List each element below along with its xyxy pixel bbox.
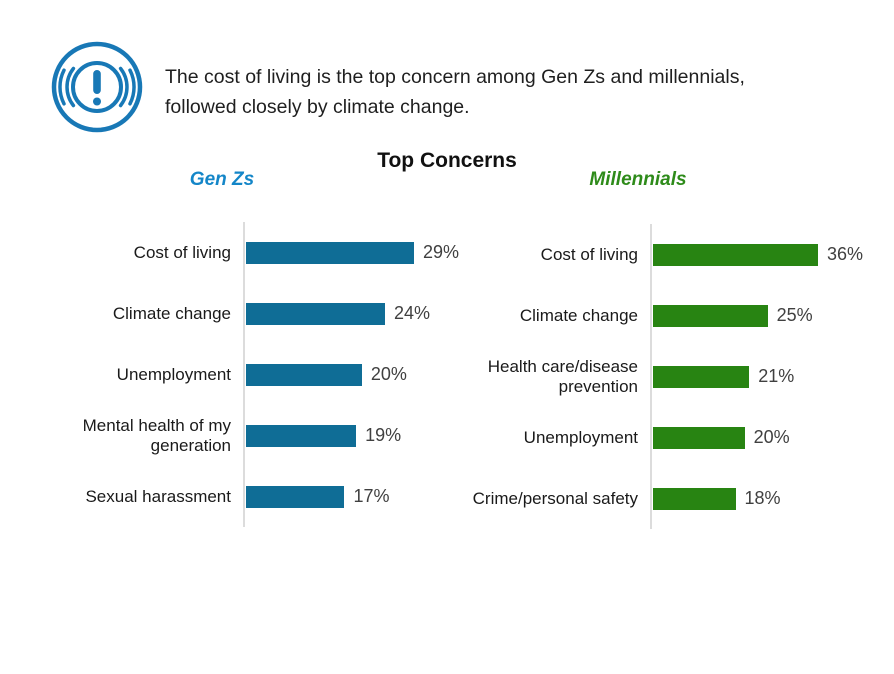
- bar: [246, 302, 386, 325]
- millennials-subtitle: Millennials: [589, 169, 687, 190]
- chart-row: Mental health of my generation 19%: [56, 405, 459, 466]
- genz-subtitle: Gen Zs: [189, 169, 255, 190]
- alert-circle-icon-svg: [51, 41, 143, 133]
- category-label: Climate change: [519, 305, 638, 325]
- genz-bar-chart: Cost of living 29% Climate change 24% Unempl…: [56, 222, 459, 527]
- millennials-bar-chart: Cost of living 36% Climate change 25% Health…: [446, 224, 863, 529]
- bar-area: 17%: [243, 466, 390, 527]
- value-label: 25%: [776, 305, 813, 325]
- chart-row: Climate change 25%: [446, 285, 863, 346]
- bar-area: 29%: [243, 222, 459, 283]
- chart-row: Unemployment 20%: [446, 407, 863, 468]
- value-label: 36%: [827, 244, 864, 264]
- bar: [653, 426, 745, 449]
- value-label: 19%: [365, 425, 402, 445]
- bar: [246, 363, 362, 386]
- bar-area: 20%: [243, 344, 407, 405]
- bar-area: 25%: [650, 285, 813, 346]
- value-label: 18%: [744, 488, 781, 508]
- chart-row: Cost of living 36%: [446, 224, 863, 285]
- bar-area: 19%: [243, 405, 401, 466]
- bar: [653, 487, 736, 510]
- bar: [246, 241, 414, 264]
- bar-area: 36%: [650, 224, 863, 285]
- value-label: 20%: [753, 427, 790, 447]
- value-label: 29%: [423, 242, 460, 262]
- category-label: Mental health of my generation: [82, 415, 231, 455]
- bar: [653, 243, 818, 266]
- category-label: Cost of living: [133, 242, 231, 262]
- bar: [653, 304, 768, 327]
- category-label: Unemployment: [523, 427, 638, 447]
- bar: [246, 485, 345, 508]
- chart-row: Unemployment 20%: [56, 344, 459, 405]
- category-label: Health care/disease prevention: [487, 356, 638, 396]
- value-label: 24%: [394, 303, 431, 323]
- value-label: 20%: [370, 364, 407, 384]
- chart-title: Top Concerns: [377, 149, 517, 173]
- bar-area: 18%: [650, 468, 781, 529]
- chart-row: Sexual harassment 17%: [56, 466, 459, 527]
- bar-area: 21%: [650, 346, 794, 407]
- value-label: 17%: [353, 486, 390, 506]
- summary-text: The cost of living is the top concern am…: [165, 65, 745, 118]
- bar: [246, 424, 357, 447]
- chart-row: Climate change 24%: [56, 283, 459, 344]
- value-label: 21%: [758, 366, 795, 386]
- chart-row: Cost of living 29%: [56, 222, 459, 283]
- category-label: Crime/personal safety: [472, 488, 638, 508]
- chart-row: Crime/personal safety 18%: [446, 468, 863, 529]
- category-label: Cost of living: [540, 244, 638, 264]
- alert-circle-icon: [49, 39, 145, 135]
- category-label: Unemployment: [116, 364, 231, 384]
- category-label: Sexual harassment: [85, 486, 231, 506]
- bar-area: 20%: [650, 407, 790, 468]
- chart-row: Health care/disease prevention 21%: [446, 346, 863, 407]
- bar-area: 24%: [243, 283, 430, 344]
- bar: [653, 365, 750, 388]
- category-label: Climate change: [112, 303, 231, 323]
